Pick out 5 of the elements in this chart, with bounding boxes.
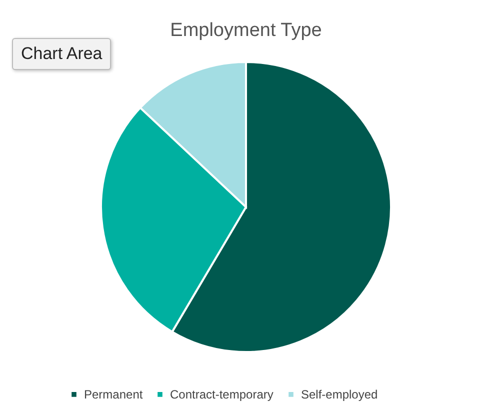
chart-title: Employment Type: [170, 20, 322, 41]
legend-label: Contract-temporary: [170, 387, 274, 402]
legend-label: Self-employed: [301, 387, 378, 402]
legend-label: Permanent: [84, 387, 144, 402]
text: Chart Area: [12, 38, 112, 70]
